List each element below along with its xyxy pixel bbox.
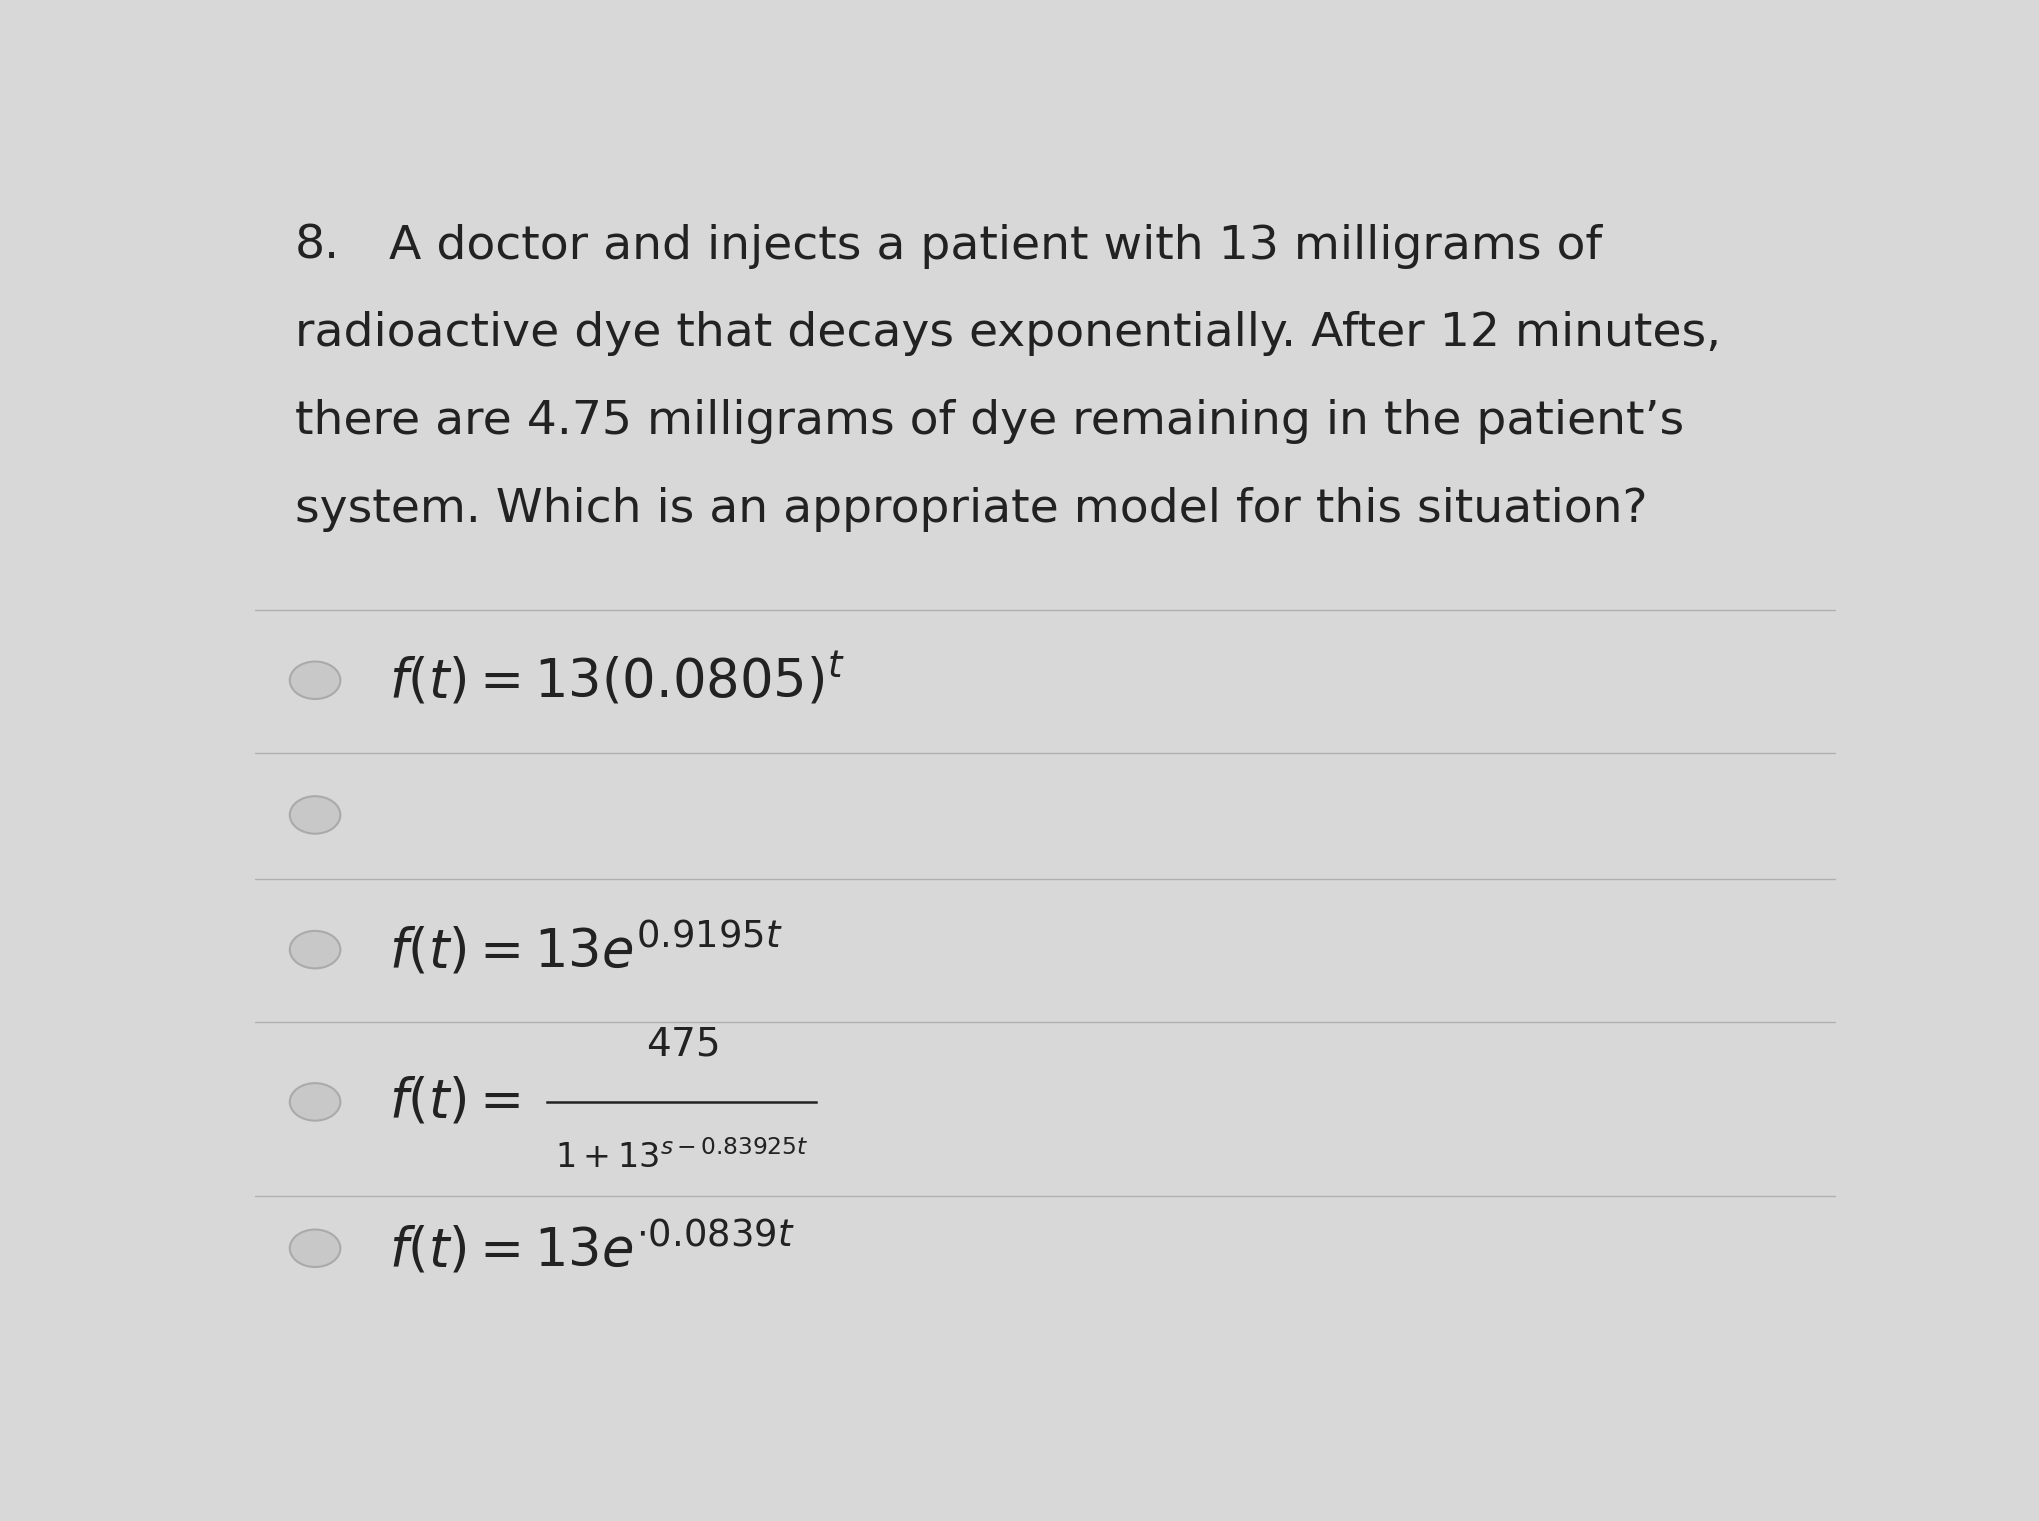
Text: radioactive dye that decays exponentially. After 12 minutes,: radioactive dye that decays exponentiall… xyxy=(294,312,1719,356)
Text: there are 4.75 milligrams of dye remaining in the patient’s: there are 4.75 milligrams of dye remaini… xyxy=(294,399,1682,444)
Text: $475$: $475$ xyxy=(644,1025,718,1063)
Text: A doctor and injects a patient with 13 milligrams of: A doctor and injects a patient with 13 m… xyxy=(389,224,1601,269)
Text: $f(t) =$: $f(t) =$ xyxy=(389,1075,520,1129)
Text: $1+13^{s-0.83925t}$: $1+13^{s-0.83925t}$ xyxy=(555,1141,807,1176)
Text: 8.: 8. xyxy=(294,224,338,269)
Text: system. Which is an appropriate model for this situation?: system. Which is an appropriate model fo… xyxy=(294,487,1645,532)
Circle shape xyxy=(290,1229,341,1267)
Circle shape xyxy=(290,662,341,700)
Circle shape xyxy=(290,1083,341,1121)
Circle shape xyxy=(290,795,341,834)
Circle shape xyxy=(290,931,341,969)
Text: $f(t) = 13e^{\cdot 0.0839t}$: $f(t) = 13e^{\cdot 0.0839t}$ xyxy=(389,1220,795,1278)
Text: $f(t) = 13e^{0.9195t}$: $f(t) = 13e^{0.9195t}$ xyxy=(389,920,783,980)
Text: $f(t) = 13(0.0805)^{t}$: $f(t) = 13(0.0805)^{t}$ xyxy=(389,651,844,709)
